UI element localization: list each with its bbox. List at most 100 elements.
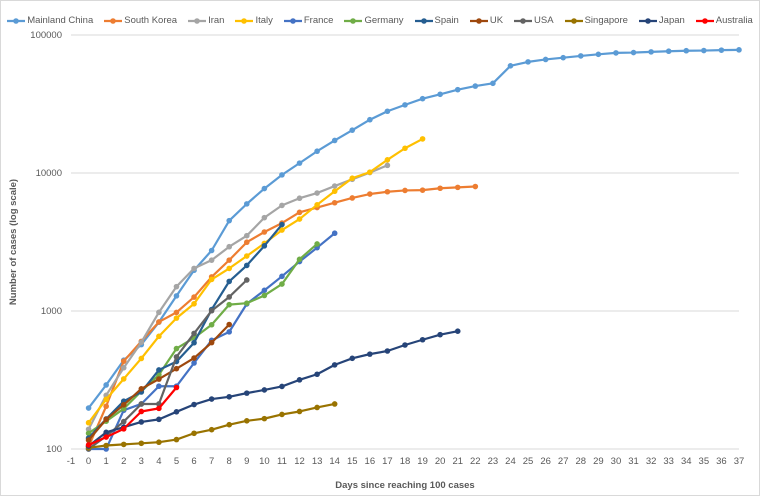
legend-marker-icon: [283, 17, 302, 24]
x-tick-label: 7: [209, 456, 214, 467]
data-point: [191, 360, 197, 366]
legend-label: Australia: [715, 15, 753, 26]
data-point: [103, 403, 109, 410]
data-point: [683, 47, 690, 54]
data-point: [384, 157, 391, 163]
data-point: [261, 292, 268, 299]
data-point: [226, 243, 233, 250]
x-tick-label: 9: [244, 456, 249, 467]
legend-label: South Korea: [124, 15, 178, 26]
data-point: [243, 418, 250, 424]
data-point: [208, 321, 215, 328]
data-point: [85, 405, 92, 411]
legend-item: USA: [514, 15, 554, 26]
data-point: [419, 136, 426, 142]
x-tick-label: 30: [611, 456, 622, 467]
data-point: [419, 95, 426, 102]
data-point: [120, 441, 127, 448]
legend-item: France: [283, 15, 333, 26]
data-point: [226, 217, 233, 224]
data-point: [472, 83, 479, 89]
data-point: [103, 429, 109, 436]
data-point: [191, 430, 197, 437]
data-point: [173, 354, 180, 360]
x-tick-label: 25: [523, 456, 534, 467]
data-point: [138, 440, 145, 447]
x-tick-label: 31: [628, 456, 639, 467]
data-point: [665, 48, 672, 55]
legend-label: Mainland China: [27, 15, 94, 26]
data-point: [156, 309, 162, 316]
data-point: [243, 300, 250, 306]
x-axis-title: Days since reaching 100 cases: [335, 480, 474, 491]
data-point: [296, 377, 303, 383]
data-point: [261, 287, 268, 294]
data-point: [261, 243, 268, 249]
data-point: [279, 383, 285, 390]
series-japan: [85, 328, 461, 449]
data-point: [296, 209, 303, 216]
gridlines: [71, 34, 739, 450]
data-point: [279, 221, 285, 228]
data-point: [103, 416, 109, 423]
series-italy: [85, 136, 426, 426]
data-point: [208, 396, 215, 402]
data-point: [138, 401, 145, 407]
legend-item: UK: [469, 15, 504, 26]
x-tick-label: 27: [558, 456, 569, 467]
data-point: [138, 386, 145, 392]
x-tick-label: 12: [294, 456, 305, 467]
data-point: [419, 187, 426, 193]
data-point: [173, 315, 180, 321]
data-point: [243, 390, 250, 396]
legend-item: Iran: [188, 15, 224, 26]
data-point: [103, 434, 109, 440]
data-point: [314, 148, 320, 155]
y-tick-label: 1000: [41, 306, 62, 317]
data-point: [296, 216, 303, 222]
data-point: [243, 262, 250, 269]
legend-marker-icon: [7, 17, 26, 24]
x-tick-label: 17: [382, 456, 393, 467]
data-point: [261, 185, 268, 192]
data-point: [243, 253, 250, 259]
data-point: [402, 187, 408, 194]
legend-label: Spain: [434, 15, 459, 26]
legend-item: Australia: [695, 15, 753, 26]
data-point: [156, 416, 162, 423]
data-point: [472, 183, 479, 190]
x-tick-label: 24: [505, 456, 516, 467]
data-point: [648, 49, 654, 55]
data-point: [138, 339, 145, 346]
data-point: [103, 382, 109, 388]
series-line: [87, 137, 424, 424]
data-point: [384, 188, 391, 195]
x-tick-label: 21: [452, 456, 463, 467]
data-point: [630, 49, 637, 56]
data-point: [103, 396, 109, 403]
x-tick-label: 32: [646, 456, 657, 467]
data-point: [279, 281, 285, 287]
series-uk: [85, 321, 233, 443]
data-point: [349, 195, 356, 201]
data-point: [331, 230, 338, 237]
legend-marker-icon: [344, 17, 363, 24]
data-point: [191, 300, 197, 307]
legend-label: Japan: [658, 15, 685, 26]
data-point: [349, 127, 356, 133]
legend-label: UK: [489, 15, 504, 26]
legend-item: Germany: [344, 15, 404, 26]
data-point: [419, 336, 426, 343]
data-point: [120, 376, 127, 382]
data-point: [120, 364, 127, 371]
x-tick-label: 11: [277, 456, 287, 467]
x-tick-label: 23: [488, 456, 499, 467]
data-point: [226, 265, 233, 272]
data-point: [261, 415, 268, 422]
data-point: [226, 257, 233, 263]
legend-label: Germany: [364, 15, 404, 26]
data-point: [243, 277, 250, 283]
data-point: [261, 214, 268, 221]
data-point: [314, 371, 320, 378]
data-point: [454, 184, 461, 191]
